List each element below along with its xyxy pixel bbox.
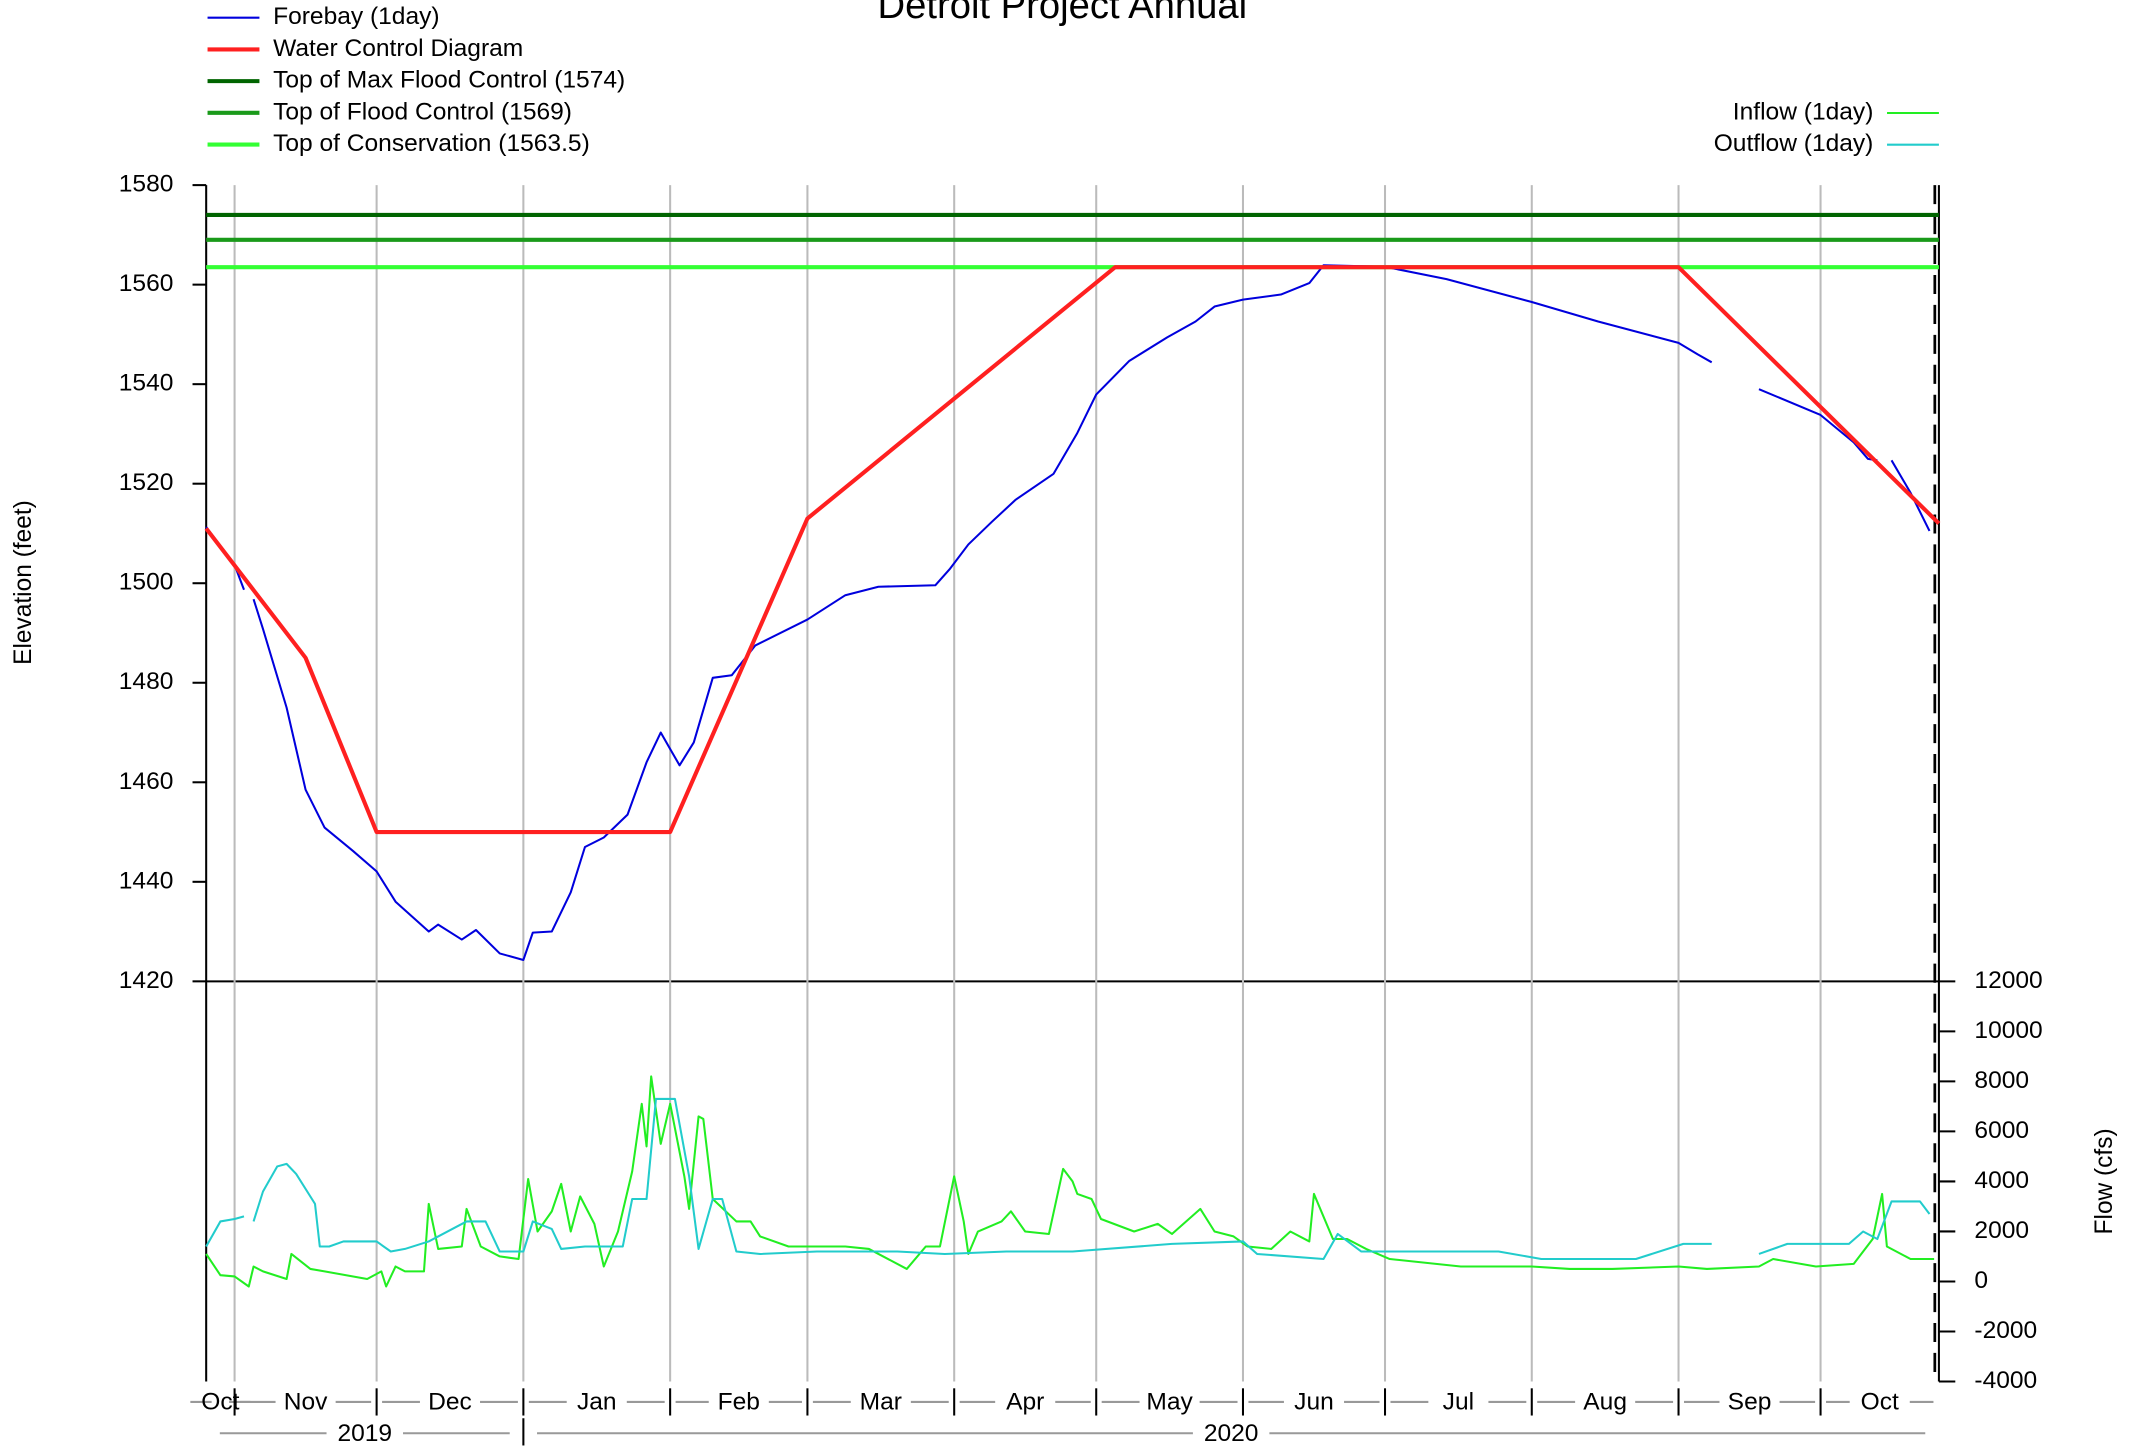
y-tick-label: 1580	[119, 171, 174, 198]
y-axis-label: Elevation (feet)	[10, 500, 37, 665]
y2-tick-label: 8000	[1974, 1067, 2029, 1094]
y-tick-label: 1540	[119, 370, 174, 397]
x-year-label: 2020	[1204, 1420, 1259, 1447]
data-line	[205, 1075, 1935, 1288]
y2-tick-label: 0	[1974, 1267, 1988, 1294]
x-tick-label: Feb	[718, 1389, 760, 1416]
legend-label: Forebay (1day)	[273, 3, 440, 30]
x-year-label: 2019	[337, 1420, 392, 1447]
x-tick-label: Mar	[860, 1389, 902, 1416]
chart-title: Detroit Project Annual	[877, 0, 1247, 27]
y2-tick-label: -4000	[1974, 1367, 2037, 1394]
legend-label: Top of Flood Control (1569)	[273, 98, 572, 125]
y2-tick-label: 10000	[1974, 1017, 2042, 1044]
y2-tick-label: 4000	[1974, 1167, 2029, 1194]
y2-tick-label: 6000	[1974, 1117, 2029, 1144]
x-tick-label: Oct	[201, 1389, 239, 1416]
x-tick-label: May	[1146, 1389, 1193, 1416]
x-tick-label: Oct	[1861, 1389, 1899, 1416]
legend-label: Inflow (1day)	[1733, 98, 1874, 125]
data-line	[204, 265, 1941, 835]
y-tick-label: 1480	[119, 668, 174, 695]
x-tick-label: Nov	[284, 1389, 328, 1416]
y2-tick-label: 2000	[1974, 1217, 2029, 1244]
y2-tick-label: 12000	[1974, 967, 2042, 994]
data-line	[205, 1097, 1931, 1261]
x-tick-label: Jun	[1294, 1389, 1334, 1416]
x-tick-label: Jul	[1443, 1389, 1474, 1416]
y-tick-label: 1520	[119, 469, 174, 496]
x-tick-label: Dec	[428, 1389, 472, 1416]
y-tick-label: 1500	[119, 569, 174, 596]
legend-label: Top of Max Flood Control (1574)	[273, 67, 625, 94]
legend-label: Water Control Diagram	[273, 35, 523, 62]
x-tick-label: Aug	[1583, 1389, 1627, 1416]
y-tick-label: 1460	[119, 768, 174, 795]
x-tick-label: Jan	[577, 1389, 617, 1416]
data-line	[205, 264, 1931, 961]
x-tick-label: Apr	[1006, 1389, 1044, 1416]
legend-label: Top of Conservation (1563.5)	[273, 130, 590, 157]
legend-label: Outflow (1day)	[1714, 130, 1874, 157]
x-tick-label: Sep	[1728, 1389, 1772, 1416]
y-tick-label: 1420	[119, 967, 174, 994]
y2-tick-label: -2000	[1974, 1317, 2037, 1344]
y-tick-label: 1440	[119, 867, 174, 894]
y-tick-label: 1560	[119, 270, 174, 297]
y2-axis-label: Flow (cfs)	[2091, 1128, 2118, 1234]
